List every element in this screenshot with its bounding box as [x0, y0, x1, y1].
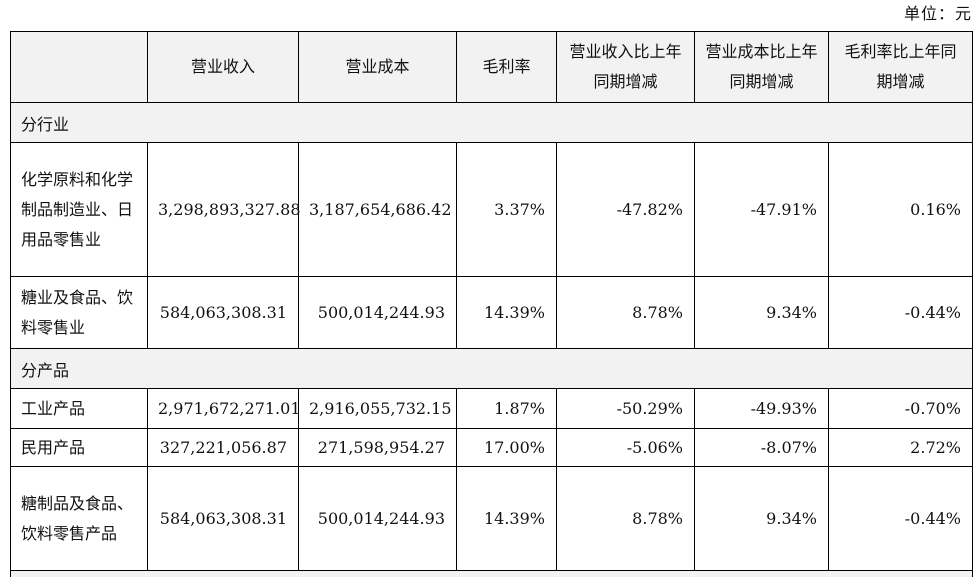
revenue-cell: 3,298,893,327.88 [147, 142, 301, 277]
table-row: 糖业及食品、饮料零售业 584,063,308.31 500,014,244.9… [10, 276, 973, 349]
cost-change-cell: 9.34% [694, 276, 829, 349]
cost-cell: 2,916,055,732.15 [298, 388, 457, 429]
revenue-cell: 2,971,672,271.01 [147, 388, 301, 429]
row-label: 化学原料和化学制品制造业、日用品零售业 [10, 142, 148, 277]
table-row: 化学原料和化学制品制造业、日用品零售业 3,298,893,327.88 3,1… [10, 142, 973, 277]
table-row: 民用产品 327,221,056.87 271,598,954.27 17.00… [10, 428, 973, 467]
margin-cell: 17.00% [456, 428, 557, 467]
header-revenue-change: 营业收入比上年同期增减 [556, 31, 695, 103]
row-label: 糖业及食品、饮料零售业 [10, 276, 148, 349]
margin-cell: 14.39% [456, 276, 557, 349]
section-label-product: 分产品 [10, 348, 973, 389]
revenue-cell: 584,063,308.31 [147, 276, 299, 349]
cost-cell: 271,598,954.27 [298, 428, 457, 467]
cost-cell: 500,014,244.93 [298, 276, 457, 349]
header-blank [10, 31, 148, 103]
margin-cell: 3.37% [456, 142, 557, 277]
margin-change-cell: -0.44% [828, 466, 973, 571]
cost-cell: 3,187,654,686.42 [298, 142, 457, 277]
header-row: 营业收入 营业成本 毛利率 营业收入比上年同期增减 营业成本比上年同期增减 毛利… [10, 31, 973, 103]
header-cost: 营业成本 [298, 31, 457, 103]
revenue-cell: 584,063,308.31 [147, 466, 299, 571]
margin-change-cell: 0.16% [828, 142, 973, 277]
row-label: 民用产品 [10, 428, 148, 467]
revenue-change-cell: -5.06% [556, 428, 695, 467]
table-row: 糖制品及食品、饮料零售产品 584,063,308.31 500,014,244… [10, 466, 973, 571]
header-revenue: 营业收入 [147, 31, 299, 103]
margin-cell: 1.87% [456, 388, 557, 429]
revenue-change-cell: 8.78% [556, 276, 695, 349]
revenue-change-cell: -50.29% [556, 388, 695, 429]
revenue-cell: 327,221,056.87 [147, 428, 299, 467]
section-label-industry: 分行业 [10, 102, 973, 143]
cost-cell: 500,014,244.93 [298, 466, 457, 571]
bottom-edge-cell [10, 570, 973, 577]
header-margin-change: 毛利率比上年同期增减 [828, 31, 973, 103]
cost-change-cell: -49.93% [694, 388, 829, 429]
cost-change-cell: -47.91% [694, 142, 829, 277]
margin-cell: 14.39% [456, 466, 557, 571]
header-cost-change: 营业成本比上年同期增减 [694, 31, 829, 103]
row-label: 糖制品及食品、饮料零售产品 [10, 466, 148, 571]
unit-label: 单位：元 [903, 4, 972, 23]
margin-change-cell: -0.70% [828, 388, 973, 429]
margin-change-cell: -0.44% [828, 276, 973, 349]
table-row: 工业产品 2,971,672,271.01 2,916,055,732.15 1… [10, 388, 973, 429]
section-row-product: 分产品 [10, 348, 973, 389]
row-label: 工业产品 [10, 388, 148, 429]
margin-change-cell: 2.72% [828, 428, 973, 467]
section-row-industry: 分行业 [10, 102, 973, 143]
revenue-change-cell: 8.78% [556, 466, 695, 571]
revenue-cost-table: 营业收入 营业成本 毛利率 营业收入比上年同期增减 营业成本比上年同期增减 毛利… [10, 31, 973, 577]
cost-change-cell: -8.07% [694, 428, 829, 467]
revenue-change-cell: -47.82% [556, 142, 695, 277]
table-bottom-edge [10, 570, 973, 577]
cost-change-cell: 9.34% [694, 466, 829, 571]
header-gross-margin: 毛利率 [456, 31, 557, 103]
